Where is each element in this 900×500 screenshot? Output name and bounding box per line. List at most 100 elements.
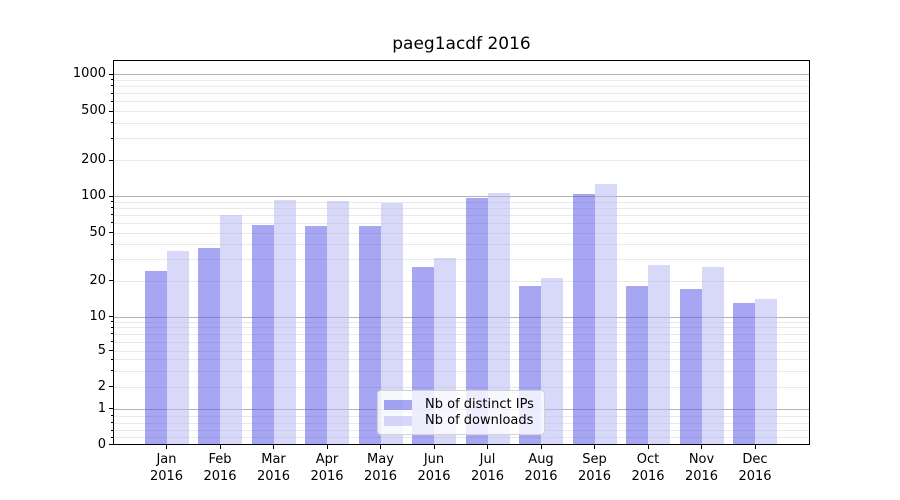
y-tick-minor bbox=[111, 258, 113, 260]
x-tick-label: Sep 2016 bbox=[577, 452, 612, 484]
y-tick-label: 1 bbox=[97, 400, 106, 416]
x-tick bbox=[380, 445, 381, 449]
y-tick-minor bbox=[111, 326, 113, 328]
gridline-minor bbox=[114, 101, 809, 103]
legend-swatch-distinct-ips bbox=[384, 399, 412, 410]
chart-title: paeg1acdf 2016 bbox=[392, 34, 531, 54]
x-tick-label: Oct 2016 bbox=[631, 452, 665, 484]
y-tick-minor bbox=[111, 370, 113, 372]
x-tick-label: Jul 2016 bbox=[470, 452, 505, 484]
gridline-minor bbox=[114, 437, 809, 439]
bar-distinct-ips-may bbox=[358, 225, 381, 444]
gridline-minor bbox=[114, 93, 809, 95]
gridline-minor bbox=[114, 111, 809, 112]
y-tick-minor bbox=[111, 92, 113, 94]
bar-distinct-ips-nov bbox=[679, 288, 702, 444]
x-tick bbox=[540, 445, 542, 449]
gridline-major bbox=[114, 196, 809, 197]
x-tick bbox=[326, 445, 328, 449]
gridline-minor bbox=[114, 207, 809, 209]
x-tick-label: Mar 2016 bbox=[256, 452, 291, 484]
legend-swatch-downloads bbox=[384, 415, 412, 426]
gridline-minor bbox=[114, 280, 809, 282]
bar-distinct-ips-apr bbox=[305, 225, 327, 444]
bar-distinct-ips-oct bbox=[626, 285, 648, 444]
gridline-minor bbox=[114, 85, 809, 87]
bar-downloads-dec bbox=[755, 299, 777, 444]
legend-item: Nb of downloads bbox=[384, 413, 538, 428]
x-tick-label: Jun 2016 bbox=[417, 452, 451, 484]
bar-distinct-ips-jul bbox=[465, 198, 488, 444]
plot-area bbox=[113, 60, 810, 445]
y-tick-minor bbox=[111, 280, 113, 281]
y-tick-minor bbox=[111, 85, 113, 87]
bar-downloads-apr bbox=[327, 200, 349, 444]
gridline-minor bbox=[114, 214, 809, 216]
y-tick bbox=[109, 444, 113, 445]
gridline-minor bbox=[114, 222, 809, 224]
gridline-minor bbox=[114, 359, 809, 361]
y-tick-minor bbox=[111, 333, 113, 335]
x-tick-label: Jan 2016 bbox=[149, 452, 184, 484]
y-tick-minor bbox=[111, 386, 113, 387]
x-tick bbox=[701, 445, 702, 449]
y-tick-label: 10 bbox=[89, 308, 106, 324]
y-tick-minor bbox=[111, 422, 113, 424]
y-tick-label: 200 bbox=[81, 152, 106, 167]
x-tick-label: Aug 2016 bbox=[524, 452, 558, 484]
y-tick-minor bbox=[111, 79, 113, 81]
gridline-major bbox=[114, 74, 809, 75]
y-tick-label: 2 bbox=[97, 378, 106, 394]
bar-distinct-ips-feb bbox=[198, 248, 220, 444]
y-tick-minor bbox=[111, 321, 113, 323]
bar-downloads-may bbox=[380, 202, 403, 444]
bar-downloads-mar bbox=[273, 199, 296, 444]
gridline-minor bbox=[114, 370, 809, 372]
gridline-minor bbox=[114, 321, 809, 323]
y-tick-minor bbox=[111, 429, 113, 431]
legend: Nb of distinct IPs Nb of downloads bbox=[377, 390, 545, 435]
bar-downloads-aug bbox=[541, 277, 563, 444]
bar-downloads-sep bbox=[594, 184, 617, 444]
bar-downloads-oct bbox=[648, 264, 670, 444]
bar-distinct-ips-jan bbox=[144, 270, 167, 444]
gridline-minor bbox=[114, 138, 809, 140]
y-tick-minor bbox=[111, 232, 113, 233]
bar-downloads-feb bbox=[220, 214, 242, 444]
bar-downloads-jul bbox=[487, 192, 510, 444]
y-tick-minor bbox=[111, 415, 113, 417]
gridline-minor bbox=[114, 79, 809, 81]
x-tick bbox=[219, 445, 221, 449]
x-tick bbox=[273, 445, 274, 449]
bar-distinct-ips-mar bbox=[251, 224, 274, 444]
y-tick-label: 50 bbox=[89, 224, 106, 240]
y-tick-label: 5 bbox=[97, 342, 106, 358]
y-tick-label: 500 bbox=[81, 103, 106, 118]
y-tick-minor bbox=[111, 222, 113, 224]
bar-downloads-nov bbox=[701, 266, 724, 444]
x-tick-label: Apr 2016 bbox=[310, 452, 344, 484]
y-tick-minor bbox=[111, 243, 113, 245]
gridline-minor bbox=[114, 259, 809, 261]
y-tick-minor bbox=[111, 436, 113, 438]
gridline-minor bbox=[114, 341, 809, 343]
x-tick bbox=[594, 445, 595, 449]
bar-distinct-ips-dec bbox=[733, 302, 755, 444]
x-tick bbox=[166, 445, 167, 449]
gridline-minor bbox=[114, 232, 809, 234]
y-tick-minor bbox=[111, 341, 113, 343]
y-tick-label: 100 bbox=[81, 188, 106, 203]
legend-label: Nb of downloads bbox=[425, 413, 534, 428]
y-tick bbox=[109, 408, 113, 409]
y-tick-minor bbox=[111, 110, 113, 112]
x-tick-label: Nov 2016 bbox=[684, 452, 719, 484]
y-tick-minor bbox=[111, 350, 113, 351]
gridline-minor bbox=[114, 386, 809, 388]
x-tick-label: Dec 2016 bbox=[738, 452, 772, 484]
gridline-minor bbox=[114, 327, 809, 329]
bar-distinct-ips-sep bbox=[572, 194, 595, 444]
y-tick-label: 20 bbox=[89, 272, 106, 288]
gridline-major bbox=[114, 316, 809, 318]
gridline-minor bbox=[114, 350, 809, 352]
